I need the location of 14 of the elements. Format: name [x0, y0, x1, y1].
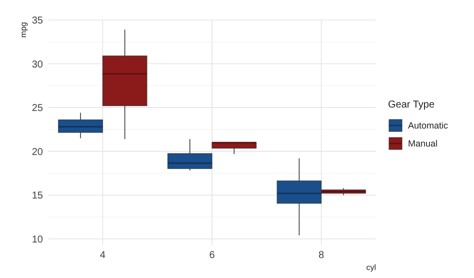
legend-label: Manual — [408, 138, 438, 149]
y-tick-label: 35 — [32, 16, 44, 26]
y-tick-label: 30 — [32, 59, 44, 70]
y-tick-label: 10 — [32, 234, 44, 246]
x-tick-label: 4 — [100, 250, 106, 261]
y-tick-label: 20 — [32, 146, 44, 158]
y-tick-label: 25 — [32, 103, 44, 114]
legend-title: Gear Type — [388, 100, 435, 110]
y-axis-title: mpg — [19, 22, 28, 38]
x-axis-title: cyl — [366, 263, 376, 272]
x-tick-label: 8 — [318, 250, 325, 261]
legend-label: Automatic — [408, 120, 449, 131]
x-tick-label: 6 — [209, 250, 216, 261]
y-tick-label: 15 — [32, 190, 44, 202]
